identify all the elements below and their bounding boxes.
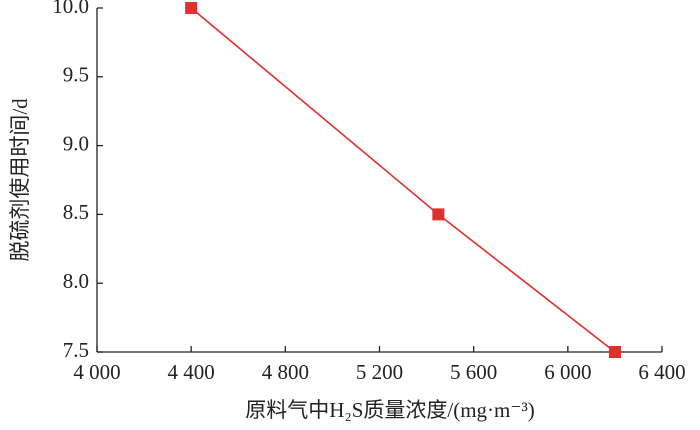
- data-point: [608, 346, 621, 358]
- data-point: [185, 2, 198, 14]
- y-axis-label: 脱硫剂使用时间/d: [8, 98, 32, 262]
- y-tick-label: 10.0: [52, 0, 89, 18]
- x-tick-label: 5 200: [356, 360, 403, 384]
- data-point: [432, 208, 445, 221]
- x-tick-label: 4 400: [168, 360, 215, 384]
- x-tick-label: 6 000: [544, 360, 591, 384]
- y-tick-label: 8.5: [63, 200, 89, 224]
- y-tick-label: 7.5: [63, 338, 89, 362]
- x-tick-label: 4 000: [73, 360, 120, 384]
- x-tick-label: 6 400: [638, 360, 685, 384]
- x-tick-label: 4 800: [262, 360, 309, 384]
- y-tick-label: 9.5: [63, 63, 89, 87]
- x-tick-label: 5 600: [450, 360, 497, 384]
- y-tick-label: 9.0: [63, 131, 89, 155]
- series-line: [190, 7, 616, 353]
- x-axis-label: 原料气中H₂S质量浓度/(mg·m⁻³): [245, 398, 535, 422]
- y-tick-label: 8.0: [63, 269, 89, 293]
